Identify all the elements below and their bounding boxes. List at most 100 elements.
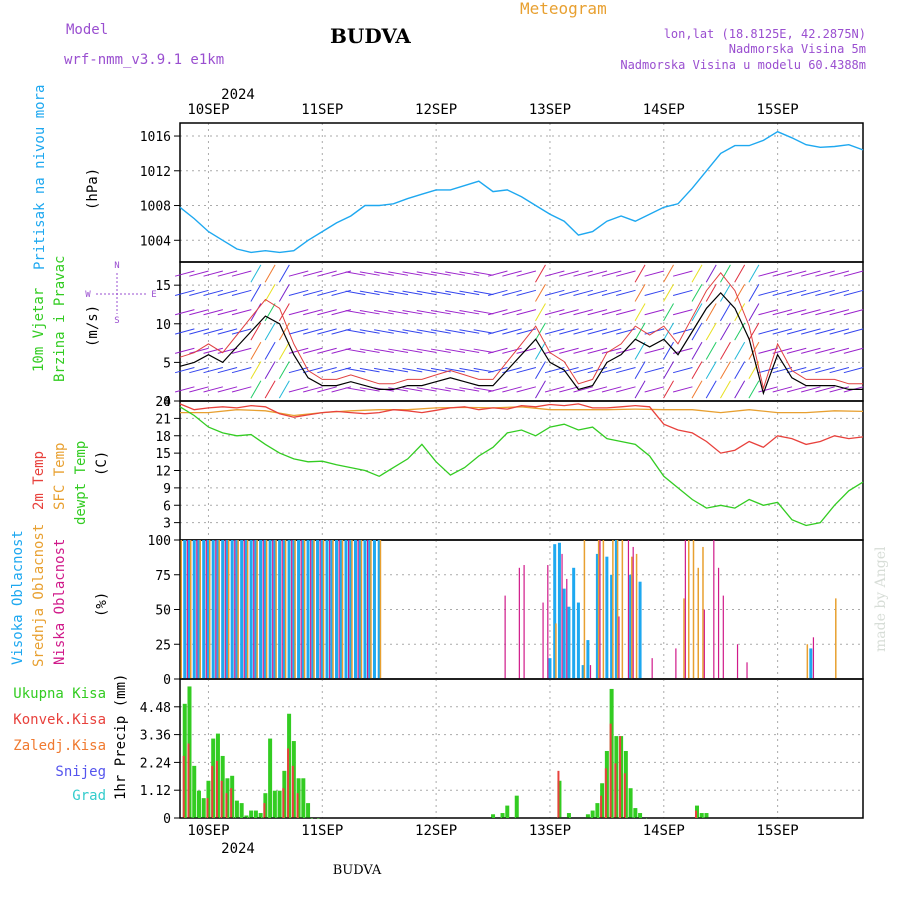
cloud-low-bar bbox=[717, 567, 720, 679]
wind-arrow bbox=[705, 380, 717, 399]
cloud-high-bar bbox=[192, 540, 196, 679]
wind-arrow bbox=[278, 341, 290, 360]
precip-conv-bar bbox=[609, 723, 612, 818]
wind-arrow bbox=[487, 289, 508, 296]
wind-arrow bbox=[402, 387, 423, 392]
precip-total-bar bbox=[192, 765, 197, 818]
wind-arrow bbox=[772, 367, 793, 374]
legend-frz: Zaledj.Kisa bbox=[13, 738, 106, 754]
wind-arrow bbox=[758, 309, 778, 316]
precip-total-bar bbox=[244, 815, 249, 818]
cloud-high-bar bbox=[562, 588, 566, 679]
wind-arrow bbox=[786, 289, 807, 296]
cloud-low-bar bbox=[713, 540, 715, 679]
top-day-labels: 10SEP 11SEP 12SEP 13SEP 14SEP 15SEP bbox=[187, 102, 798, 118]
cloud-low-bar bbox=[205, 540, 207, 679]
wind-arrow bbox=[786, 347, 807, 354]
compass-south: S bbox=[114, 316, 119, 326]
top-day-label: 11SEP bbox=[301, 102, 343, 118]
wind-arrow bbox=[801, 386, 821, 393]
wind-arrow bbox=[705, 303, 717, 322]
compass-east: E bbox=[151, 290, 156, 300]
wind-arrow bbox=[663, 303, 674, 322]
cloud-ylabel-unit: (%) bbox=[94, 592, 110, 617]
precip-total-bar bbox=[315, 818, 320, 819]
wind-ylabel-unit: (m/s) bbox=[85, 305, 101, 347]
cloud-high-bar bbox=[197, 540, 201, 679]
wind-arrow bbox=[317, 328, 337, 335]
precip-conv-bar bbox=[619, 736, 622, 818]
pressure-panel: 1004 1008 1012 1016 bbox=[140, 122, 864, 263]
cloud-mid-bar bbox=[621, 540, 624, 679]
y-tick-label: 10 bbox=[155, 318, 171, 333]
wind-arrow bbox=[843, 347, 864, 354]
wind-arrow bbox=[359, 290, 380, 296]
cloud-high-bar bbox=[353, 540, 357, 679]
panel-frame bbox=[179, 122, 864, 263]
wind-arrow bbox=[459, 367, 480, 373]
y-tick-label: 1004 bbox=[140, 234, 171, 249]
cloud-low-bar bbox=[561, 553, 563, 679]
precip-total-bar bbox=[253, 810, 258, 818]
wind-arrow bbox=[758, 367, 778, 374]
wind-arrow bbox=[601, 309, 622, 316]
cloud-mid-bar bbox=[294, 540, 296, 679]
cloud-low-bar bbox=[234, 540, 236, 679]
cloud-high-bar bbox=[809, 648, 813, 679]
watermark: made by Angel bbox=[873, 546, 889, 652]
bottom-day-label: 15SEP bbox=[757, 823, 799, 839]
precip-conv-bar bbox=[187, 743, 190, 818]
cloud-mid-bar bbox=[683, 598, 685, 679]
cloud-mid-bar bbox=[635, 553, 638, 679]
wind-arrow bbox=[644, 289, 665, 296]
coords-label: lon,lat (18.8125E, 42.2875N) bbox=[664, 27, 866, 41]
precip-total-bar bbox=[500, 813, 505, 818]
wind-arrow bbox=[445, 329, 466, 334]
cloud-low-bar bbox=[357, 540, 359, 679]
wind-arrow bbox=[672, 386, 693, 393]
wind-arrow bbox=[587, 386, 608, 393]
wind-arrow bbox=[174, 386, 195, 393]
wind-arrow bbox=[573, 289, 593, 296]
wind-arrow bbox=[758, 289, 778, 296]
cloud-low-bar bbox=[651, 658, 653, 679]
wind-arrow bbox=[634, 264, 646, 283]
bottom-day-label: 11SEP bbox=[301, 823, 343, 839]
wind-arrow bbox=[445, 367, 466, 373]
cloud-high-bar bbox=[268, 540, 272, 679]
wind-arrow bbox=[317, 289, 337, 296]
wind-arrow bbox=[616, 309, 636, 316]
wind-arrow bbox=[473, 348, 494, 354]
cloud-low-bar bbox=[300, 540, 302, 679]
cloud-mid-bar bbox=[256, 540, 258, 679]
wind-arrow bbox=[217, 367, 238, 374]
cloud-mid-bar bbox=[180, 540, 182, 679]
wind-arrow bbox=[445, 290, 466, 296]
cloud-high-bar bbox=[211, 540, 215, 679]
wind-arrow bbox=[250, 264, 262, 283]
wind-arrow bbox=[748, 322, 760, 341]
cloud-low-bar bbox=[196, 540, 198, 679]
wind-arrow bbox=[487, 328, 508, 335]
wind-arrow bbox=[231, 328, 252, 335]
y-tick-label: 0 bbox=[163, 673, 171, 688]
wind-arrow bbox=[487, 309, 508, 316]
wind-arrow bbox=[772, 328, 793, 335]
y-tick-label: 1016 bbox=[140, 130, 171, 145]
wind-arrow bbox=[734, 341, 746, 360]
cloud-high-bar bbox=[368, 540, 372, 679]
cloud-low-bar bbox=[675, 648, 677, 679]
wind-arrow bbox=[459, 290, 480, 296]
wind-arrow bbox=[720, 361, 731, 380]
cloud-high-bar bbox=[244, 540, 248, 679]
wind-arrow bbox=[691, 303, 703, 322]
wind-arrow bbox=[535, 283, 546, 302]
cloud-low-bar bbox=[338, 540, 340, 679]
wind-arrow bbox=[416, 387, 437, 392]
cloud-mid-bar bbox=[265, 540, 268, 679]
precip-conv-bar bbox=[557, 770, 560, 818]
wind-arrow bbox=[473, 271, 494, 276]
wind-arrow bbox=[374, 290, 394, 296]
wind-arrow bbox=[388, 329, 409, 334]
wind-arrow bbox=[801, 367, 821, 374]
